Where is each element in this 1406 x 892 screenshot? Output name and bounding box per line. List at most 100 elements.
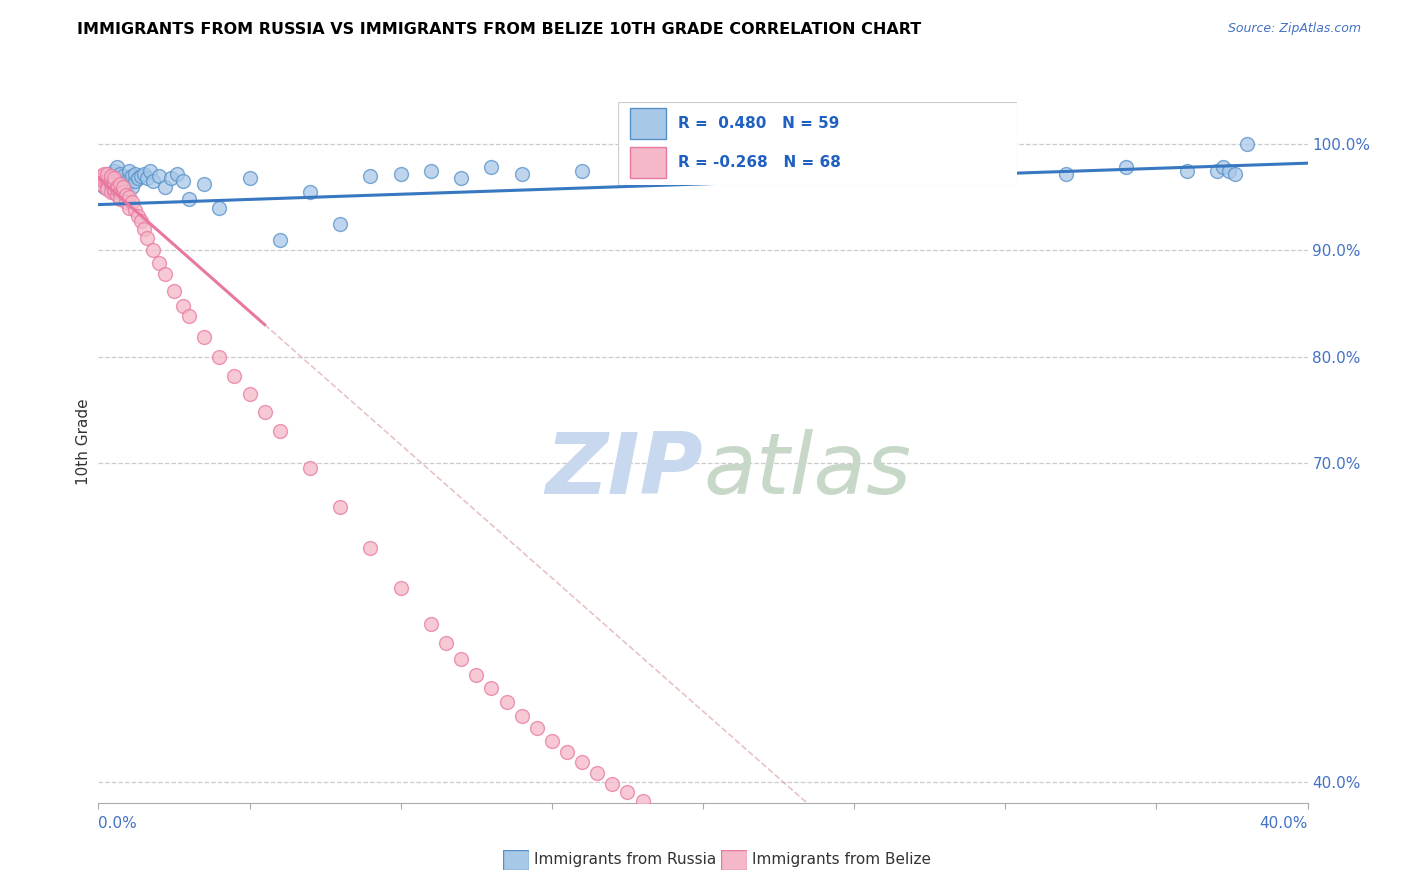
Text: atlas: atlas bbox=[703, 429, 911, 512]
Point bbox=[1236, 136, 1258, 151]
Point bbox=[105, 161, 128, 175]
Point bbox=[193, 330, 215, 344]
Point bbox=[148, 169, 170, 183]
Point bbox=[555, 745, 578, 759]
Point bbox=[93, 179, 115, 194]
Point bbox=[1175, 163, 1198, 178]
Point bbox=[1206, 163, 1229, 178]
Point bbox=[540, 734, 562, 748]
Point bbox=[329, 217, 352, 231]
Point bbox=[224, 368, 246, 383]
Point bbox=[90, 169, 112, 183]
Point bbox=[127, 171, 149, 186]
Text: Source: ZipAtlas.com: Source: ZipAtlas.com bbox=[1227, 22, 1361, 36]
Point bbox=[692, 163, 714, 178]
Point bbox=[1212, 161, 1234, 175]
Point bbox=[139, 163, 162, 178]
Point bbox=[526, 722, 548, 736]
Point bbox=[465, 668, 488, 682]
Point bbox=[360, 541, 382, 555]
Point bbox=[752, 169, 775, 183]
Point bbox=[481, 161, 503, 175]
Point bbox=[100, 169, 122, 183]
Point bbox=[129, 169, 152, 183]
Point bbox=[108, 179, 131, 194]
Point bbox=[127, 209, 149, 223]
Point bbox=[994, 163, 1017, 178]
Y-axis label: 10th Grade: 10th Grade bbox=[76, 398, 91, 485]
Point bbox=[121, 195, 143, 210]
Point bbox=[114, 178, 136, 192]
Point bbox=[118, 190, 141, 204]
Point bbox=[1223, 167, 1246, 181]
Point bbox=[481, 681, 503, 695]
Point bbox=[571, 756, 593, 770]
Point bbox=[450, 171, 472, 186]
Point bbox=[434, 636, 457, 650]
Point bbox=[163, 284, 186, 298]
Point bbox=[103, 178, 125, 192]
Point bbox=[96, 174, 118, 188]
Point bbox=[103, 163, 125, 178]
Point bbox=[208, 350, 231, 364]
Point bbox=[103, 171, 125, 186]
Point bbox=[108, 167, 131, 181]
Point bbox=[105, 188, 128, 202]
Point bbox=[135, 230, 157, 244]
Point bbox=[813, 167, 835, 181]
Point bbox=[153, 179, 176, 194]
Point bbox=[510, 708, 533, 723]
Point bbox=[602, 777, 624, 791]
Point bbox=[96, 167, 118, 181]
Point bbox=[118, 201, 141, 215]
Point bbox=[100, 171, 122, 186]
Point bbox=[103, 182, 125, 196]
Point bbox=[132, 222, 155, 236]
Point bbox=[631, 794, 654, 808]
Point bbox=[105, 182, 128, 196]
Point bbox=[253, 405, 276, 419]
Point bbox=[100, 169, 122, 183]
Point bbox=[179, 192, 201, 206]
Point bbox=[93, 174, 115, 188]
Point bbox=[108, 185, 131, 199]
Point bbox=[111, 169, 134, 183]
Point bbox=[1218, 163, 1240, 178]
Point bbox=[96, 182, 118, 196]
Point bbox=[118, 171, 141, 186]
Point bbox=[124, 174, 146, 188]
Point bbox=[495, 695, 517, 709]
Point bbox=[105, 174, 128, 188]
Point bbox=[172, 299, 194, 313]
Point bbox=[93, 171, 115, 186]
Point bbox=[420, 163, 443, 178]
Point bbox=[571, 163, 593, 178]
Point bbox=[616, 785, 638, 799]
Point bbox=[631, 161, 654, 175]
Point bbox=[360, 169, 382, 183]
Point bbox=[160, 171, 183, 186]
Point bbox=[193, 178, 215, 192]
Text: Immigrants from Russia: Immigrants from Russia bbox=[534, 853, 717, 867]
Point bbox=[934, 161, 956, 175]
Point bbox=[450, 652, 472, 666]
Point bbox=[103, 174, 125, 188]
Point bbox=[108, 192, 131, 206]
Point bbox=[132, 167, 155, 181]
Point bbox=[114, 182, 136, 196]
Point bbox=[142, 244, 165, 258]
Point bbox=[129, 213, 152, 227]
Point bbox=[1115, 161, 1137, 175]
Point bbox=[121, 179, 143, 194]
Point bbox=[111, 185, 134, 199]
Text: 40.0%: 40.0% bbox=[1260, 815, 1308, 830]
Point bbox=[121, 169, 143, 183]
Point bbox=[114, 188, 136, 202]
Point bbox=[118, 163, 141, 178]
Point bbox=[148, 256, 170, 270]
Point bbox=[124, 167, 146, 181]
Point bbox=[239, 171, 262, 186]
Point bbox=[142, 174, 165, 188]
Point bbox=[420, 617, 443, 632]
Point bbox=[873, 163, 896, 178]
